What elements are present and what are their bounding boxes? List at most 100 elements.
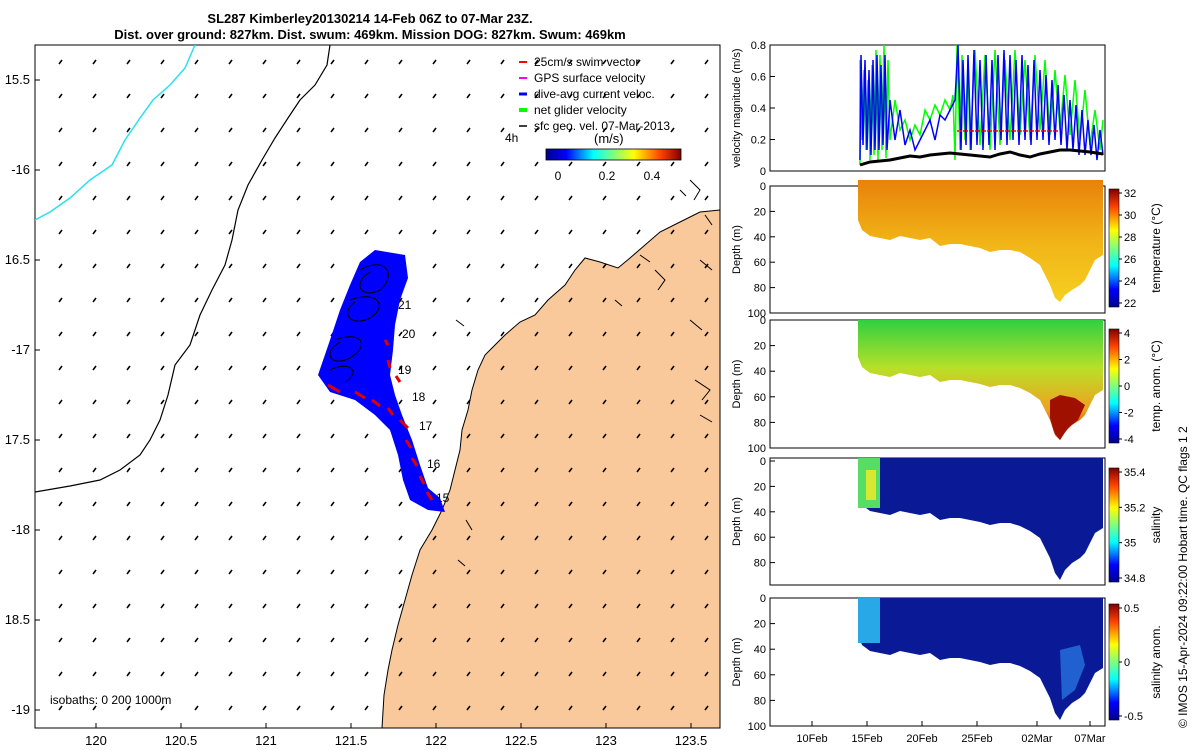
colorbar-tick-label: 28: [1124, 232, 1136, 244]
velocity-arrow: [534, 535, 539, 541]
colorbar-tick-label: 2: [1124, 355, 1130, 367]
velocity-arrow: [704, 127, 709, 133]
velocity-arrow: [398, 671, 403, 677]
velocity-arrow: [126, 603, 131, 609]
velocity-arrow: [330, 603, 335, 609]
x-tick-label: 07Mar: [1074, 733, 1106, 745]
velocity-arrow: [636, 603, 641, 609]
y-tick-label: 0: [760, 456, 766, 468]
velocity-arrow: [500, 671, 505, 677]
velocity-arrow: [636, 535, 641, 541]
velocity-arrow: [500, 433, 505, 439]
velocity-arrow: [704, 365, 709, 371]
salinity-field: [858, 458, 1103, 580]
velocity-arrow: [126, 195, 131, 201]
velocity-arrow: [194, 637, 199, 643]
velocity-arrow: [228, 229, 233, 235]
velocity-arrow: [58, 127, 63, 133]
velocity-arrow: [568, 501, 573, 507]
velocity-arrow: [296, 433, 301, 439]
velocity-arrow: [568, 127, 573, 133]
velocity-arrow: [500, 195, 505, 201]
velocity-arrow: [228, 365, 233, 371]
velocity-arrow: [262, 637, 267, 643]
salinity-anomaly-panel: [769, 597, 1106, 727]
velocity-arrow: [568, 433, 573, 439]
x-tick-label: 122.5: [505, 733, 538, 748]
velocity-arrow: [534, 93, 539, 99]
velocity-arrow: [500, 93, 505, 99]
glider-loops: [329, 264, 389, 383]
x-tick-label: 120: [85, 733, 107, 748]
velocity-arrow: [92, 399, 97, 405]
day-label: 16: [427, 457, 441, 471]
velocity-arrow: [602, 195, 607, 201]
x-tick-label: 122: [425, 733, 447, 748]
velocity-arrow: [160, 161, 165, 167]
velocity-arrow: [500, 399, 505, 405]
salinity-anomaly-deep-patch: [1060, 645, 1085, 700]
legend-label: net glider velocity: [534, 103, 627, 117]
velocity-arrow: [568, 365, 573, 371]
surface-velocity-field: [58, 59, 709, 711]
velocity-arrow: [636, 433, 641, 439]
temp-anomaly-warm-core: [1050, 395, 1085, 440]
velocity-arrow: [194, 399, 199, 405]
velocity-arrow: [262, 433, 267, 439]
velocity-arrow: [364, 59, 369, 65]
velocity-arrow: [296, 195, 301, 201]
velocity-arrow: [228, 195, 233, 201]
velocity-arrow: [58, 59, 63, 65]
velocity-arrow: [126, 637, 131, 643]
velocity-arrow: [636, 331, 641, 337]
velocity-arrow: [636, 161, 641, 167]
x-tick-label: 25Feb: [961, 733, 992, 745]
velocity-arrow: [330, 535, 335, 541]
velocity-arrow: [92, 59, 97, 65]
colorbar-tick-label: 0: [1124, 657, 1130, 669]
velocity-arrow: [262, 671, 267, 677]
velocity-arrow: [636, 501, 641, 507]
velocity-arrow: [296, 365, 301, 371]
salinity-anomaly-field: [858, 598, 1103, 720]
velocity-arrow: [92, 365, 97, 371]
velocity-arrow: [466, 501, 471, 507]
velocity-arrow: [602, 569, 607, 575]
velocity-arrow: [500, 59, 505, 65]
velocity-arrow: [58, 603, 63, 609]
velocity-arrow: [466, 195, 471, 201]
velocity-arrow: [398, 365, 403, 371]
velocity-arrow: [636, 229, 641, 235]
x-tick-label: 02Mar: [1021, 733, 1053, 745]
velocity-arrow: [466, 297, 471, 303]
velocity-arrow: [296, 569, 301, 575]
velocity-arrow: [364, 433, 369, 439]
velocity-arrow: [670, 93, 675, 99]
y-tick-label: 0.4: [751, 103, 766, 115]
velocity-arrow: [92, 127, 97, 133]
y-tick-label: 15.5: [5, 72, 30, 87]
velocity-frame: [769, 44, 1106, 172]
y-tick-label: 20: [754, 619, 766, 631]
velocity-arrow: [92, 501, 97, 507]
y-tick-label: 80: [754, 695, 766, 707]
velocity-arrow: [296, 59, 301, 65]
velocity-arrow: [194, 365, 199, 371]
velocity-arrow: [92, 195, 97, 201]
velocity-arrow: [534, 671, 539, 677]
velocity-arrow: [602, 637, 607, 643]
colorbar-tick-label: 4: [1124, 328, 1130, 340]
velocity-arrow: [466, 603, 471, 609]
y-tick-label: 100: [748, 721, 766, 733]
velocity-arrow: [398, 637, 403, 643]
velocity-arrow: [568, 195, 573, 201]
salinity-core-patch: [866, 470, 876, 500]
velocity-arrow: [534, 569, 539, 575]
velocity-arrow: [568, 705, 573, 711]
velocity-arrow: [330, 569, 335, 575]
colorbar-title: temp. anom. (°C): [1149, 340, 1163, 432]
velocity-arrow: [228, 705, 233, 711]
velocity-arrow: [398, 501, 403, 507]
